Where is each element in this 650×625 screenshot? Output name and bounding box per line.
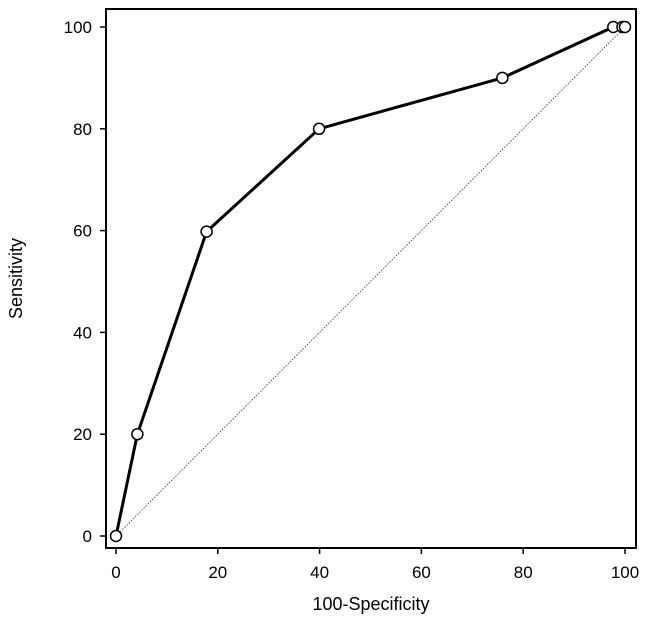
y-tick-label: 100	[64, 18, 92, 37]
x-tick-label: 0	[111, 563, 120, 582]
plot-frame	[105, 8, 637, 549]
roc-point	[131, 427, 144, 441]
marker-layer	[109, 20, 632, 543]
reference-diagonal-layer	[115, 26, 626, 537]
roc-point	[109, 529, 123, 543]
x-tick-label: 40	[310, 563, 329, 582]
x-tick-label: 80	[514, 563, 533, 582]
x-axis-label: 100-Specificity	[312, 594, 429, 614]
reference-diagonal-line	[115, 26, 626, 537]
roc-point	[200, 225, 213, 238]
x-tick-label: 20	[208, 563, 227, 582]
roc-point	[496, 71, 509, 85]
y-tick-label: 0	[83, 527, 92, 546]
roc-point	[618, 20, 632, 34]
ticks-layer: 0 20 40 60 80 100 0 20 40 60 80 100	[64, 18, 640, 582]
y-tick-label: 60	[73, 222, 92, 241]
y-tick-label: 80	[73, 120, 92, 139]
roc-point	[312, 122, 326, 136]
series-layer	[114, 25, 625, 537]
roc-curve-line	[114, 25, 625, 537]
y-tick-label: 20	[73, 425, 92, 444]
y-tick-label: 40	[73, 323, 92, 342]
y-axis-label: Sensitivity	[6, 238, 26, 319]
x-tick-label: 60	[412, 563, 431, 582]
x-tick-label: 100	[611, 563, 639, 582]
